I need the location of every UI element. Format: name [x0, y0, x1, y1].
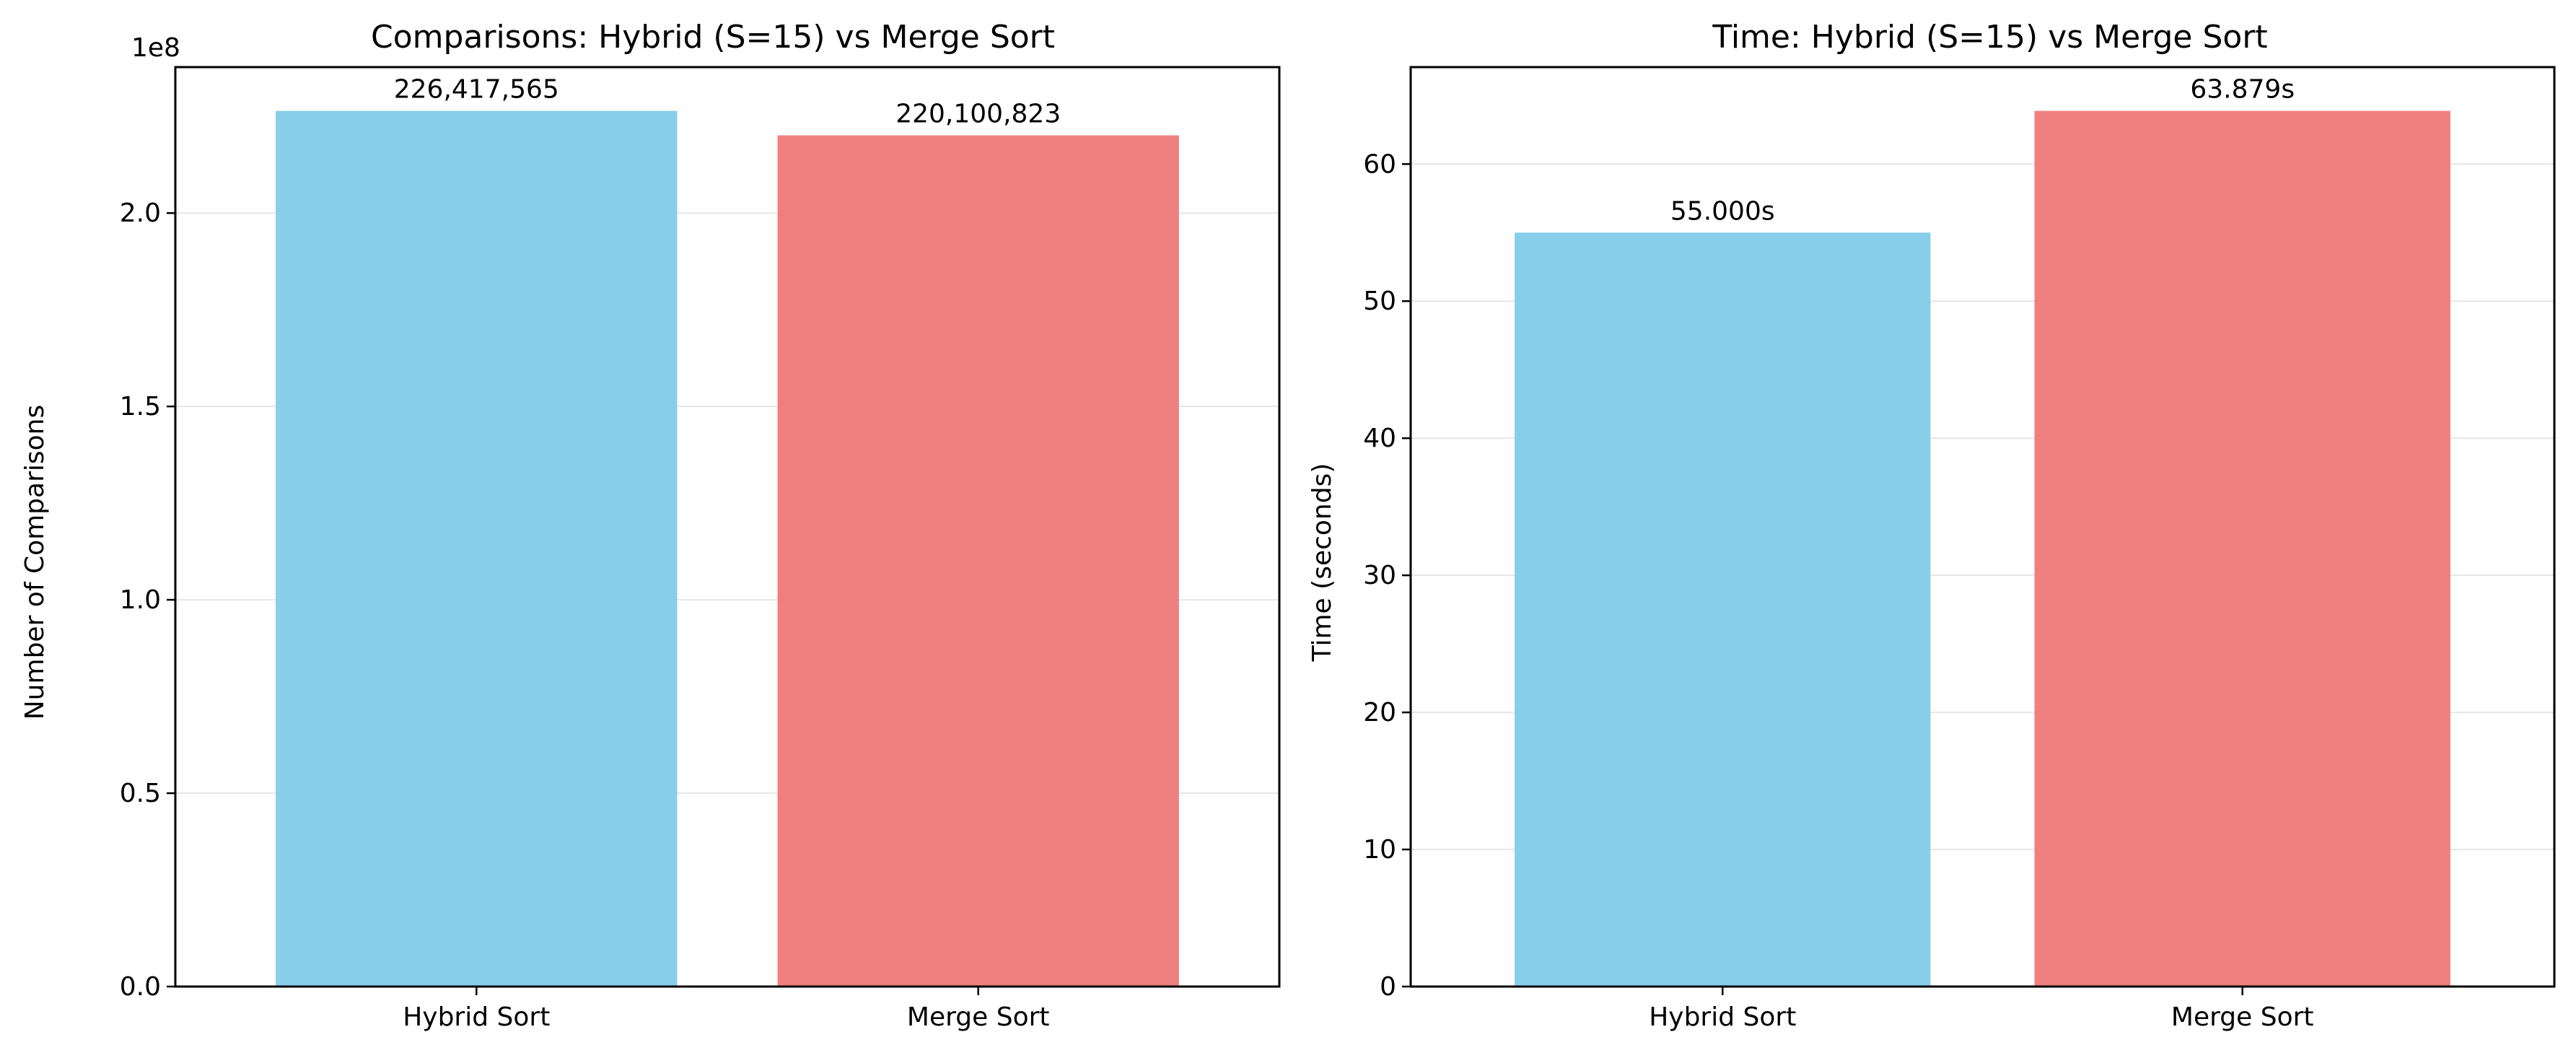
time-x-tick-label: Merge Sort — [2171, 1002, 2314, 1032]
comparisons-chart: Comparisons: Hybrid (S=15) vs Merge Sort… — [20, 19, 1281, 1032]
comparisons-y-tick-label: 0.0 — [120, 972, 161, 1002]
time-y-axis-title: Time (seconds) — [1307, 463, 1337, 663]
comparisons-x-tick-label: Merge Sort — [907, 1002, 1050, 1032]
comparisons-y-tick-label: 0.5 — [120, 779, 161, 808]
time-chart-title: Time: Hybrid (S=15) vs Merge Sort — [1712, 19, 2267, 56]
comparisons-x-tick-label: Hybrid Sort — [403, 1002, 550, 1032]
time-y-tick-label: 0 — [1380, 972, 1396, 1002]
comparisons-x-ticks: Hybrid Sort Merge Sort — [403, 987, 1050, 1032]
comparisons-y-ticks: 0.0 0.5 1.0 1.5 2.0 — [120, 198, 175, 1002]
time-y-ticks: 0 10 20 30 40 50 60 — [1363, 149, 1411, 1002]
time-y-tick-label: 30 — [1363, 561, 1396, 590]
comparisons-y-tick-label: 1.0 — [120, 585, 161, 615]
time-y-tick-label: 60 — [1363, 149, 1396, 179]
time-plot-frame — [1409, 66, 2556, 988]
time-data-labels: 55.000s 63.879s — [1670, 75, 2295, 227]
time-y-tick-label: 40 — [1363, 424, 1396, 453]
comparisons-plot-frame — [174, 66, 1281, 988]
time-bar-merge-sort — [2034, 110, 2450, 987]
comparisons-y-axis-title: Number of Comparisons — [20, 405, 50, 720]
time-x-ticks: Hybrid Sort Merge Sort — [1649, 987, 2314, 1032]
time-bar-hybrid-sort — [1515, 232, 1931, 987]
comparisons-data-label: 220,100,823 — [895, 100, 1061, 129]
comparisons-bar-merge-sort — [777, 135, 1179, 987]
time-y-tick-label: 50 — [1363, 287, 1396, 316]
comparisons-data-label: 226,417,565 — [394, 75, 559, 105]
comparisons-y-tick-label: 2.0 — [120, 198, 161, 228]
time-chart: Time: Hybrid (S=15) vs Merge Sort Time (… — [1307, 19, 2556, 1032]
comparisons-bars — [276, 110, 1179, 987]
time-data-label: 55.000s — [1670, 196, 1775, 226]
comparisons-chart-title: Comparisons: Hybrid (S=15) vs Merge Sort — [371, 19, 1055, 56]
time-data-label: 63.879s — [2190, 75, 2295, 105]
time-y-tick-label: 20 — [1363, 698, 1396, 727]
comparisons-data-labels: 226,417,565 220,100,823 — [394, 75, 1061, 129]
time-x-tick-label: Hybrid Sort — [1649, 1002, 1796, 1032]
time-y-tick-label: 10 — [1363, 835, 1396, 865]
comparisons-bar-hybrid-sort — [276, 110, 678, 987]
comparisons-y-tick-label: 1.5 — [120, 392, 161, 421]
time-bars — [1515, 110, 2450, 987]
comparisons-y-offset-label: 1e8 — [131, 33, 180, 63]
